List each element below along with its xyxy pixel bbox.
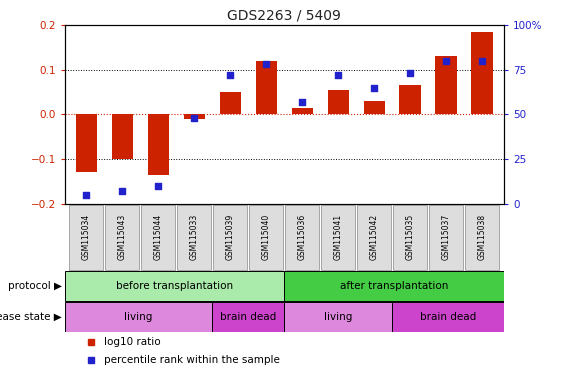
FancyBboxPatch shape [358, 205, 391, 270]
Text: before transplantation: before transplantation [116, 281, 233, 291]
Text: GSM115044: GSM115044 [154, 214, 163, 260]
Text: GSM115042: GSM115042 [370, 214, 379, 260]
Bar [436, 56, 457, 114]
FancyBboxPatch shape [212, 302, 284, 332]
FancyBboxPatch shape [394, 205, 427, 270]
Bar [184, 114, 205, 119]
FancyBboxPatch shape [69, 205, 103, 270]
Text: GSM115041: GSM115041 [334, 214, 343, 260]
Point [406, 70, 415, 76]
FancyBboxPatch shape [392, 302, 504, 332]
FancyBboxPatch shape [430, 205, 463, 270]
FancyBboxPatch shape [213, 205, 247, 270]
Text: GSM115043: GSM115043 [118, 214, 127, 260]
Point [478, 58, 487, 64]
Text: living: living [124, 312, 153, 322]
Text: GSM115036: GSM115036 [298, 214, 307, 260]
Point [190, 115, 199, 121]
Text: GSM115034: GSM115034 [82, 214, 91, 260]
Text: after transplantation: after transplantation [340, 281, 448, 291]
FancyBboxPatch shape [177, 205, 211, 270]
Bar [471, 31, 493, 114]
Text: GSM115040: GSM115040 [262, 214, 271, 260]
FancyBboxPatch shape [65, 302, 212, 332]
FancyBboxPatch shape [285, 205, 319, 270]
FancyBboxPatch shape [466, 205, 499, 270]
FancyBboxPatch shape [105, 205, 139, 270]
FancyBboxPatch shape [249, 205, 283, 270]
Text: GSM115037: GSM115037 [442, 214, 451, 260]
Point [370, 84, 379, 91]
Title: GDS2263 / 5409: GDS2263 / 5409 [227, 8, 341, 22]
Bar [75, 114, 97, 172]
Text: percentile rank within the sample: percentile rank within the sample [104, 354, 280, 364]
FancyBboxPatch shape [65, 271, 284, 301]
Text: GSM115039: GSM115039 [226, 214, 235, 260]
Bar [292, 108, 313, 114]
Point [334, 72, 343, 78]
Point [82, 192, 91, 198]
Bar [148, 114, 169, 175]
Text: disease state ▶: disease state ▶ [0, 312, 62, 322]
FancyBboxPatch shape [141, 205, 175, 270]
FancyBboxPatch shape [284, 302, 392, 332]
Point [442, 58, 451, 64]
Point [118, 188, 127, 194]
Text: GSM115033: GSM115033 [190, 214, 199, 260]
Text: brain dead: brain dead [420, 312, 476, 322]
Bar [111, 114, 133, 159]
Point [154, 183, 163, 189]
Bar [328, 90, 349, 114]
Point [262, 61, 271, 67]
Text: log10 ratio: log10 ratio [104, 338, 161, 348]
Bar [256, 61, 277, 114]
Bar [220, 92, 241, 114]
Bar [400, 85, 421, 114]
Text: brain dead: brain dead [220, 312, 276, 322]
Text: GSM115038: GSM115038 [478, 214, 487, 260]
FancyBboxPatch shape [284, 271, 504, 301]
Text: living: living [324, 312, 352, 322]
Point [226, 72, 235, 78]
Text: GSM115035: GSM115035 [406, 214, 415, 260]
Point [298, 99, 307, 105]
FancyBboxPatch shape [321, 205, 355, 270]
Bar [364, 101, 385, 114]
Text: protocol ▶: protocol ▶ [8, 281, 62, 291]
